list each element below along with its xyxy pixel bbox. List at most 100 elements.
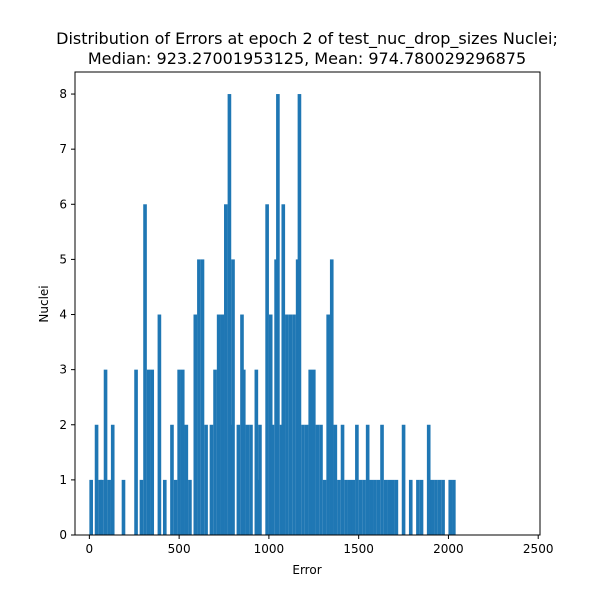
plot-frame	[74, 71, 541, 536]
histogram-bar	[245, 424, 250, 535]
histogram-bar	[139, 479, 144, 535]
histogram-bar	[157, 314, 162, 535]
histogram-bar	[358, 479, 363, 535]
histogram-bar	[188, 479, 192, 535]
histogram-bar	[170, 424, 174, 535]
histogram-bar	[304, 424, 309, 535]
histogram-bar	[143, 204, 147, 536]
y-tick-label: 4	[59, 308, 67, 322]
histogram-bar	[220, 314, 225, 535]
histogram-bar	[184, 424, 189, 535]
histogram-bar	[213, 369, 217, 535]
histogram-bar	[351, 479, 356, 535]
histogram-bar	[134, 369, 138, 535]
histogram-bar	[297, 94, 302, 536]
x-tick-label: 1000	[254, 542, 285, 556]
histogram-bar	[231, 259, 235, 535]
y-axis-ticks: 0 1 2 3 4 5 6 7 8	[59, 87, 75, 542]
histogram-bar	[107, 479, 111, 535]
y-tick-label: 3	[59, 363, 67, 377]
histogram-bar	[94, 424, 99, 535]
histogram-bar	[173, 479, 178, 535]
histogram-bar	[369, 479, 374, 535]
histogram-bar	[383, 479, 388, 535]
histogram-bar	[146, 369, 151, 535]
histogram-bar	[197, 259, 201, 535]
histogram-bar	[89, 479, 93, 535]
x-tick-label: 2000	[433, 542, 464, 556]
histogram-bar	[249, 424, 253, 535]
histogram-bar	[227, 94, 232, 536]
histogram-bar	[416, 479, 420, 535]
histogram-bar	[355, 424, 359, 535]
histogram-bar	[387, 479, 392, 535]
histogram-bar	[276, 94, 280, 536]
histogram-bar	[448, 479, 453, 535]
histogram-bar	[270, 424, 275, 535]
histogram-bar	[209, 424, 214, 535]
histogram-bar	[434, 479, 438, 535]
histogram-bar	[390, 479, 395, 535]
histogram-bar	[426, 424, 431, 535]
x-axis-ticks: 0 500 1000 1500 2000 2500	[86, 535, 554, 556]
histogram-bar	[365, 424, 370, 535]
histogram-bar	[236, 424, 241, 535]
histogram-bar	[380, 424, 384, 535]
x-tick-label: 2500	[523, 542, 554, 556]
y-axis-label: Nuclei	[37, 285, 51, 322]
histogram-bar	[441, 479, 445, 535]
histogram-bars	[89, 94, 456, 536]
histogram-bar	[344, 479, 348, 535]
histogram-bar	[340, 424, 345, 535]
x-axis-label: Error	[292, 563, 321, 577]
histogram-bar	[301, 424, 305, 535]
histogram-bar	[376, 479, 381, 535]
histogram-bar	[100, 479, 104, 535]
histogram-bar	[288, 314, 293, 535]
histogram-bar	[329, 259, 334, 535]
histogram-bar	[452, 479, 456, 535]
histogram-bar	[204, 424, 208, 535]
y-tick-label: 0	[59, 528, 67, 542]
histogram-bar	[258, 424, 262, 535]
histogram-bar	[216, 314, 221, 535]
histogram-bar	[437, 479, 442, 535]
histogram-bar	[193, 314, 198, 535]
histogram-bar	[281, 204, 286, 536]
y-tick-label: 5	[59, 252, 67, 266]
histogram-bar	[265, 204, 269, 536]
histogram-bar	[180, 369, 185, 535]
histogram-bar	[315, 424, 320, 535]
histogram-bar	[373, 479, 377, 535]
histogram-bar	[430, 479, 435, 535]
y-tick-label: 1	[59, 473, 67, 487]
histogram-bar	[121, 479, 126, 535]
histogram-bar	[150, 369, 155, 535]
histogram-bar	[162, 479, 167, 535]
histogram-bar	[401, 424, 406, 535]
histogram-bar	[241, 369, 246, 535]
histogram-bar	[224, 204, 228, 536]
histogram-bar	[319, 424, 323, 535]
y-tick-label: 6	[59, 197, 67, 211]
histogram-bar	[326, 314, 330, 535]
histogram-bar	[311, 369, 316, 535]
x-tick-label: 1500	[343, 542, 374, 556]
x-tick-label: 500	[168, 542, 191, 556]
y-tick-label: 7	[59, 142, 67, 156]
histogram-bar	[103, 369, 108, 535]
histogram-bar	[177, 369, 181, 535]
histogram-bar	[419, 479, 424, 535]
y-tick-label: 2	[59, 418, 67, 432]
histogram-bar	[362, 479, 366, 535]
histogram-bar	[292, 314, 296, 535]
x-tick-label: 0	[86, 542, 94, 556]
y-tick-label: 8	[59, 87, 67, 101]
histogram-bar	[308, 369, 313, 535]
histogram-bar	[408, 479, 413, 535]
histogram-bar	[337, 479, 341, 535]
histogram-bar	[254, 369, 259, 535]
histogram-bar	[333, 424, 338, 535]
histogram-bar	[285, 314, 289, 535]
